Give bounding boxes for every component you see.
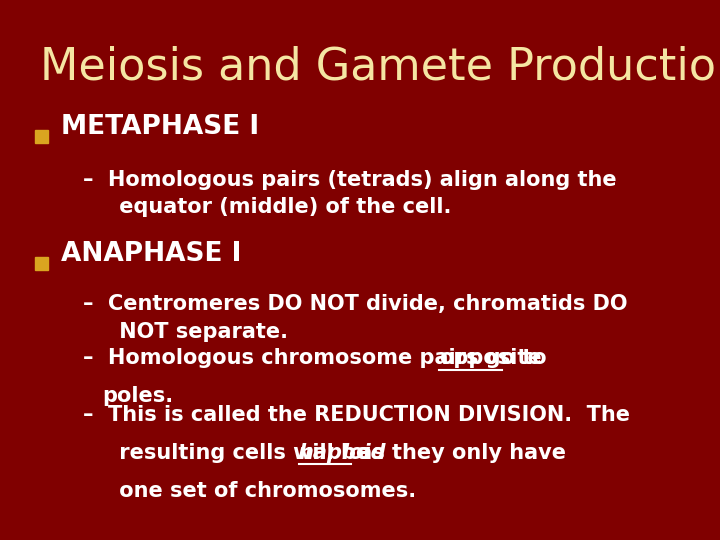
Text: –  Homologous pairs (tetrads) align along the
     equator (middle) of the cell.: – Homologous pairs (tetrads) align along… — [83, 170, 616, 217]
Text: –  This is called the REDUCTION DIVISION.  The: – This is called the REDUCTION DIVISION.… — [83, 405, 630, 425]
Text: Meiosis and Gamete Production: Meiosis and Gamete Production — [40, 46, 720, 89]
Text: poles.: poles. — [102, 386, 174, 406]
Text: –  Homologous chromosome pairs go to: – Homologous chromosome pairs go to — [83, 348, 554, 368]
Text: as they only have: as they only have — [351, 443, 566, 463]
Text: ANAPHASE I: ANAPHASE I — [61, 241, 242, 267]
Text: resulting cells will be: resulting cells will be — [83, 443, 377, 463]
Text: one set of chromosomes.: one set of chromosomes. — [83, 481, 416, 501]
Bar — [35, 130, 48, 143]
Text: METAPHASE I: METAPHASE I — [61, 114, 259, 140]
Text: opposite: opposite — [439, 348, 542, 368]
Bar — [35, 257, 48, 270]
Text: –  Centromeres DO NOT divide, chromatids DO
     NOT separate.: – Centromeres DO NOT divide, chromatids … — [83, 294, 627, 341]
Text: haploid: haploid — [299, 443, 387, 463]
